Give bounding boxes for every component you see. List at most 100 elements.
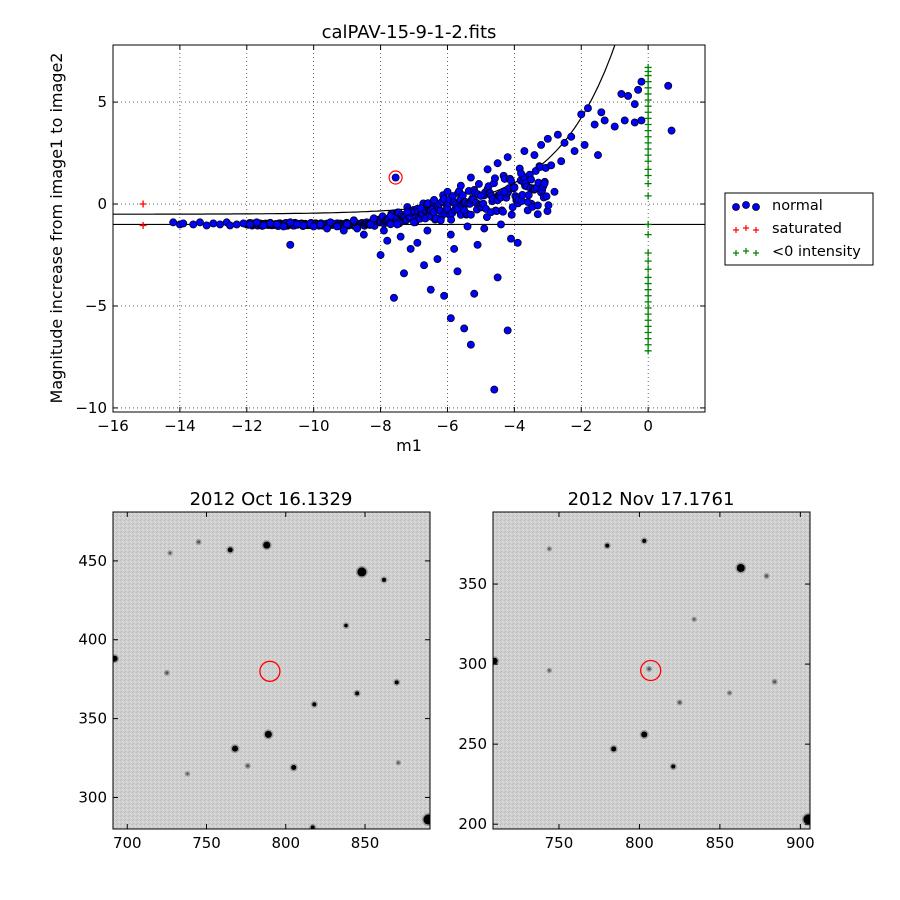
normal-point [547,161,556,170]
y-tick-label: 5 [97,93,107,111]
scatter-ticks: −16 −14 −12 −10 −8 −6 −4 −2 0 −10 −5 0 5 [75,45,705,435]
normal-point [353,224,362,233]
normal-point [343,220,352,229]
normal-point [491,174,499,183]
normal-point [544,201,553,210]
normal-point [430,196,439,204]
normal-point [583,104,592,113]
normal-point [450,244,459,253]
normal-point [453,267,462,276]
normal-point [179,219,188,228]
normal-point [664,81,673,90]
x-tick-label: −6 [436,417,458,435]
star [692,618,696,621]
x-tick-label: 750 [192,834,221,852]
negative-intensity-point [644,249,652,257]
negative-intensity-point [644,165,652,173]
star [397,761,400,764]
negative-intensity-point [644,231,652,239]
normal-point [458,191,467,200]
star [165,671,169,675]
scatter-plot-area [113,45,705,412]
normal-point [497,220,505,229]
normal-point [286,218,295,227]
x-tick-label: −8 [370,417,392,435]
normal-point [426,285,435,294]
star [186,772,189,776]
normal-point [634,85,643,94]
normal-point [226,221,235,230]
y-tick-label: 200 [458,815,487,833]
negative-intensity-point [644,108,652,116]
negative-intensity-point [644,84,652,92]
negative-intensity-point [644,310,652,318]
y-tick-label: −5 [85,297,107,315]
normal-point [386,212,395,221]
image-oct-ticks: 700 750 800 850 300 350 400 450 [78,512,430,852]
y-tick-label: 350 [78,710,107,728]
normal-point [597,108,606,117]
normal-point [540,179,549,188]
negative-intensity-point [644,96,652,104]
normal-point [400,269,408,278]
x-tick-label: 700 [113,834,142,852]
image-oct-title: 2012 Oct 16.1329 [190,489,353,510]
normal-point [493,159,502,168]
normal-point [436,216,445,225]
image-panel-nov: 2012 Nov 17.1761 750 800 850 900 200 250 300 35… [458,489,815,852]
legend-saturated-label: saturated [772,221,842,237]
star [227,547,233,553]
y-tick-label: 400 [78,631,107,649]
negative-intensity-point [644,265,652,273]
legend-saturated-marker [733,225,759,233]
negative-intensity-point [644,121,652,129]
normal-point [433,255,442,264]
y-tick-label: 350 [458,575,487,593]
normal-point [286,240,295,249]
normal-point [557,157,566,166]
normal-point [507,234,515,243]
legend-normal-label: normal [772,198,823,214]
star [357,567,367,577]
normal-point [393,220,402,229]
normal-point [246,220,255,229]
x-axis-label: m1 [396,436,422,455]
negative-intensity-point [644,171,652,179]
normal-point [490,385,499,394]
negative-intensity-point [644,133,652,141]
normal-point [570,147,579,155]
normal-point [474,180,483,188]
normal-point [600,116,609,125]
normal-point [460,324,469,333]
negative-intensity-point [644,341,652,349]
negative-intensity-point [644,292,652,300]
negative-intensity-point [644,192,652,200]
normal-point [391,173,400,182]
negative-intensity-point [644,298,652,306]
star [232,745,239,752]
x-tick-label: 900 [786,834,815,852]
star [394,680,399,685]
star [678,701,682,705]
negative-intensity-point [644,139,652,147]
legend-negative-label: <0 intensity [772,244,861,260]
normal-point [366,220,375,229]
star [493,657,498,664]
x-tick-label: −14 [164,417,196,435]
image-nov-frame [492,511,811,830]
x-tick-label: 0 [643,417,653,435]
target-circle [640,659,662,682]
scatter-points [139,63,676,394]
normal-point [466,173,475,182]
normal-point [359,230,368,239]
normal-point [530,151,539,160]
normal-point [542,192,551,201]
normal-point [550,187,559,196]
negative-intensity-point [644,127,652,135]
normal-point [493,273,502,282]
star [246,764,250,768]
normal-point [316,220,325,229]
normal-point [483,165,492,174]
normal-point [480,224,489,233]
